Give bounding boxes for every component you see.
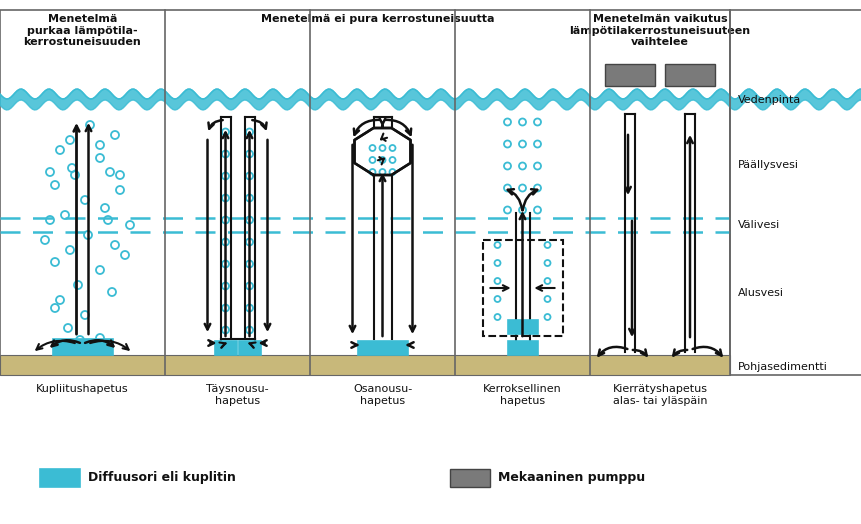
Text: Menetelmän vaikutus
lämpötilakerrostuneisuuteen
vaihtelee: Menetelmän vaikutus lämpötilakerrostunei… <box>569 14 750 47</box>
Bar <box>604 64 654 86</box>
Bar <box>0 10 729 375</box>
Bar <box>214 341 236 355</box>
Text: Alusvesi: Alusvesi <box>737 289 784 299</box>
Bar <box>40 469 80 487</box>
Text: Diffuusori eli kuplitin: Diffuusori eli kuplitin <box>88 472 236 485</box>
Text: Vedenpinta: Vedenpinta <box>737 95 801 105</box>
Text: Välivesi: Välivesi <box>737 220 779 230</box>
Text: Päällysvesi: Päällysvesi <box>737 160 798 170</box>
Bar <box>357 341 407 355</box>
Bar <box>238 341 260 355</box>
Text: Menetelmä ei pura kerrostuneisuutta: Menetelmä ei pura kerrostuneisuutta <box>260 14 493 24</box>
Bar <box>507 341 537 355</box>
Text: Pohjasedimentti: Pohjasedimentti <box>737 362 827 372</box>
Bar <box>482 240 562 336</box>
Bar <box>449 469 489 487</box>
Bar <box>0 355 729 375</box>
Text: Täysnousu-
hapetus: Täysnousu- hapetus <box>206 384 269 406</box>
Bar <box>507 320 537 334</box>
Polygon shape <box>354 128 410 175</box>
Bar <box>729 10 861 375</box>
Text: Mekaaninen pumppu: Mekaaninen pumppu <box>498 472 644 485</box>
Text: Kerroksellinen
hapetus: Kerroksellinen hapetus <box>482 384 561 406</box>
Bar <box>664 64 714 86</box>
Bar <box>53 339 113 355</box>
Text: Kupliitushapetus: Kupliitushapetus <box>36 384 128 394</box>
Text: Kierrätyshapetus
alas- tai yläspäin: Kierrätyshapetus alas- tai yläspäin <box>612 384 707 406</box>
Text: Menetelmä
purkaa lämpötila-
kerrostuneisuuden: Menetelmä purkaa lämpötila- kerrostuneis… <box>23 14 141 47</box>
Text: Osanousu-
hapetus: Osanousu- hapetus <box>352 384 412 406</box>
